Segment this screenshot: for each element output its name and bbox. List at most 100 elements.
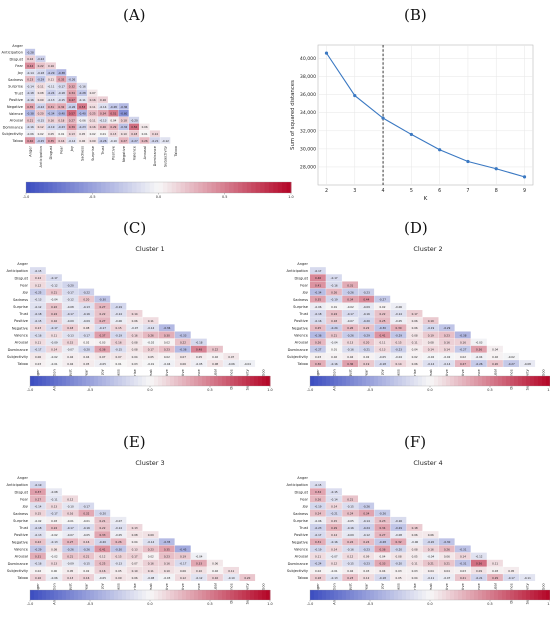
colorbar-segment: [74, 182, 80, 193]
cell-value: -0.04: [476, 355, 483, 359]
cell-value: -0.14: [363, 519, 370, 523]
cell-value: -0.10: [67, 504, 74, 508]
heatmap-cell: [142, 552, 159, 560]
heatmap-cell: [108, 110, 119, 117]
heatmap-cell: [94, 331, 111, 339]
colorbar-segment: [162, 590, 167, 600]
heatmap-cell: [406, 310, 423, 317]
plot-frame: [317, 44, 534, 186]
cell-value: 0.11: [90, 118, 96, 122]
row-label-fear: Fear: [20, 497, 28, 501]
colorbar-segment: [470, 590, 475, 600]
colorbar-segment: [118, 590, 123, 600]
cell-value: 0.26: [347, 326, 353, 330]
cell-value: -0.16: [35, 333, 42, 337]
colorbar-segment: [194, 590, 199, 600]
row-label-arousal: Arousal: [15, 341, 28, 345]
colorbar-tick-label: 0.0: [147, 388, 152, 392]
colorbar-segment: [176, 182, 181, 193]
heatmap-cell: [78, 302, 95, 310]
cell-value: -0.01: [147, 362, 154, 366]
cell-value: -0.17: [179, 562, 186, 566]
heatmap-cell: [342, 538, 358, 546]
colorbar-segment: [406, 590, 411, 600]
heatmap-cell: [438, 352, 455, 360]
row-label-trust: Trust: [298, 526, 308, 530]
colorbar-segment: [530, 590, 535, 600]
cell-value: -0.06: [27, 132, 34, 136]
heatmap-cell: [438, 566, 455, 574]
cell-value: -0.01: [83, 519, 90, 523]
heatmap-cell: [46, 509, 62, 517]
heatmap-cell: [46, 502, 62, 510]
cell-value: -0.04: [163, 362, 170, 366]
cell-value: -0.36: [120, 105, 127, 109]
cell-value: 0.21: [67, 555, 73, 559]
colorbar-segment: [366, 376, 371, 386]
colorbar-segment: [94, 590, 99, 600]
heatmap-cell: [142, 352, 159, 360]
cell-value: 0.02: [331, 355, 337, 359]
cell-value: -0.26: [347, 333, 354, 337]
heatmap-cell: [30, 274, 46, 282]
cell-value: -0.13: [35, 298, 42, 302]
heatmap-cell: [358, 310, 375, 317]
cell-value: -0.05: [99, 362, 106, 366]
heatmap-cell: [519, 574, 536, 581]
cell-value: 0.36: [476, 348, 482, 352]
cell-value: 0.13: [379, 348, 385, 352]
cell-value: 0.16: [99, 569, 105, 573]
cell-value: 0.35: [48, 139, 54, 143]
cell-value: -0.18: [27, 91, 34, 95]
colorbar-segment: [180, 182, 186, 193]
heatmap-cell: [87, 116, 98, 124]
heatmap-cell: [118, 116, 129, 124]
row-label-fear: Fear: [300, 497, 308, 501]
cell-value: 0.34: [315, 490, 321, 494]
cell-value: -0.36: [315, 333, 322, 337]
heatmap-cell: [30, 488, 46, 496]
cell-value: -0.18: [35, 526, 42, 530]
colorbar-segment: [374, 590, 379, 600]
heatmap-cell: [326, 295, 342, 303]
cell-value: 0.09: [148, 533, 154, 537]
col-label-disgust: Disgust: [68, 369, 72, 383]
colorbar-segment: [414, 590, 419, 600]
cell-value: 0.21: [460, 576, 466, 580]
cell-value: 0.29: [492, 576, 498, 580]
colorbar-segment: [90, 376, 95, 386]
cell-value: 0.04: [132, 355, 138, 359]
colorbar-segment: [510, 376, 515, 386]
heatmap-cell: [78, 338, 95, 346]
cell-value: 0.06: [142, 125, 148, 129]
colorbar-segment: [126, 590, 131, 600]
cell-value: 0.06: [444, 555, 450, 559]
heatmap-cell: [471, 338, 487, 346]
heatmap-cell: [62, 559, 78, 567]
cell-value: 0.04: [132, 540, 138, 544]
colorbar-segment: [354, 590, 359, 600]
cell-value: 0.06: [412, 362, 418, 366]
colorbar-segment: [34, 590, 39, 600]
heatmap-cell: [46, 566, 62, 574]
cell-value: 0.12: [180, 576, 186, 580]
elbow-chart: 28,00030,00032,00034,00036,00038,00040,0…: [290, 44, 534, 202]
heatmap-cell: [358, 324, 375, 332]
heatmap-cell: [174, 345, 191, 353]
heatmap-cell: [158, 360, 175, 367]
heatmap-cell: [97, 123, 108, 131]
colorbar-segment: [273, 182, 279, 193]
heatmap-cell: [66, 82, 77, 90]
colorbar-segment: [222, 376, 227, 386]
cell-value: 0.16: [460, 341, 466, 345]
colorbar-segment: [350, 376, 355, 386]
cell-value: -0.21: [363, 348, 370, 352]
colorbar-segment: [114, 590, 119, 600]
heatmap-cell: [422, 317, 439, 325]
cell-value: -0.04: [331, 341, 338, 345]
heatmap-cell: [142, 538, 159, 546]
heatmap-cell: [45, 123, 56, 131]
heatmap-cell: [149, 130, 160, 137]
cell-value: 0.04: [67, 362, 73, 366]
cell-value: -0.17: [83, 504, 90, 508]
